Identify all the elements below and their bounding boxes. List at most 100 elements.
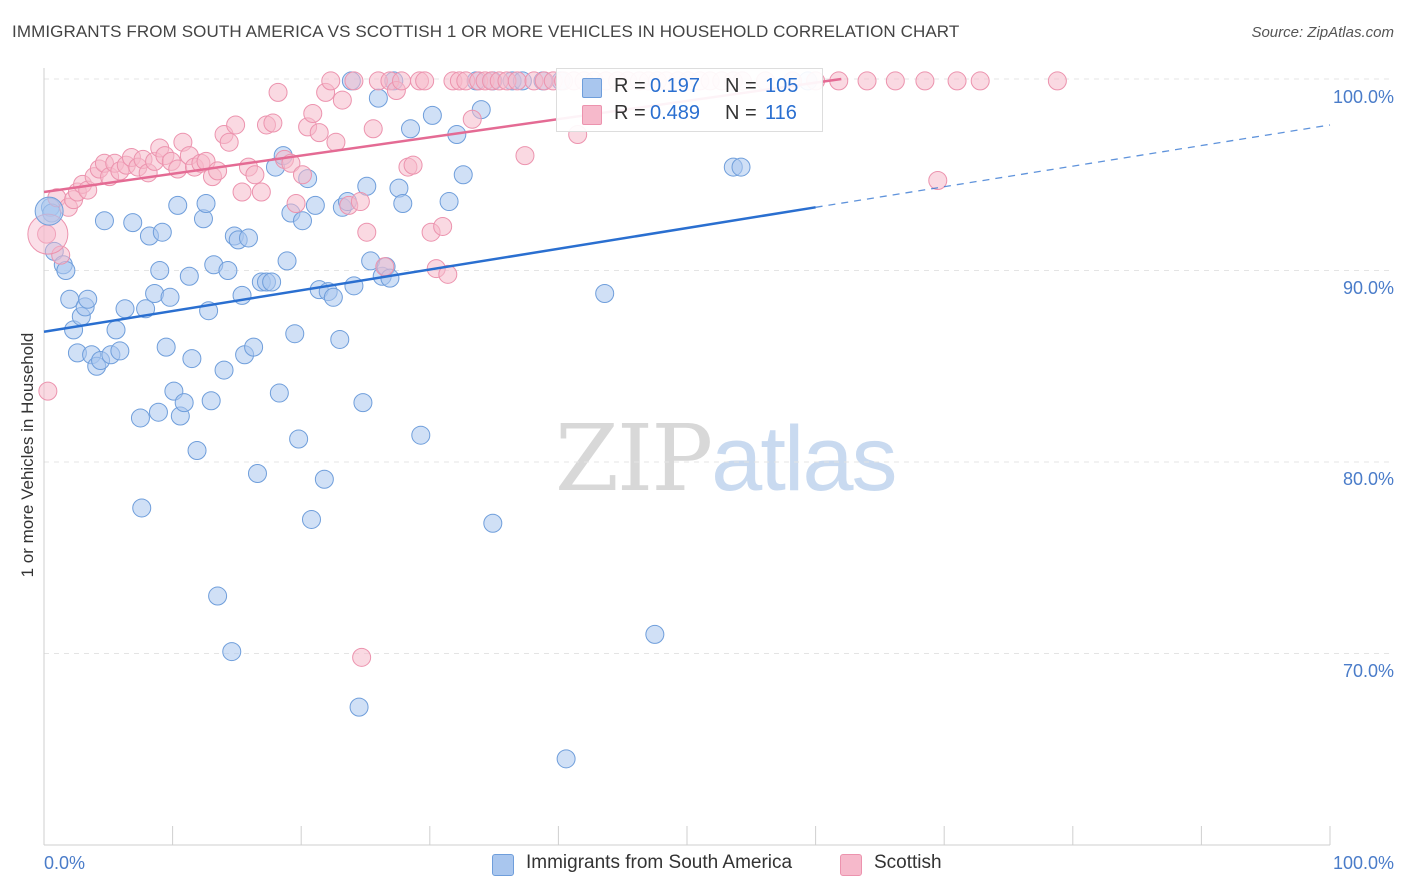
y-tick-label: 90.0% (1342, 278, 1394, 298)
pink-point (392, 71, 412, 91)
pink-point (415, 71, 435, 91)
pink-point (947, 71, 967, 91)
watermark-atlas: atlas (711, 408, 897, 510)
pink-point (219, 132, 239, 152)
blue-point (269, 383, 289, 403)
blue-point (201, 391, 221, 411)
r-key: R = (614, 75, 646, 97)
blue-point (78, 289, 98, 309)
stats-legend-row-pink: R = 0.489 N = 116 (557, 100, 822, 128)
blue-point (301, 509, 321, 529)
blue-point (110, 341, 130, 361)
blue-point (330, 329, 350, 349)
x-tick-label: 0.0% (44, 853, 86, 873)
blue-point (123, 213, 143, 233)
blue-point (174, 393, 194, 413)
r-value: 0.197 (650, 75, 701, 97)
blue-point (130, 408, 150, 428)
blue-point (244, 337, 264, 357)
blue-point (285, 324, 305, 344)
blue-point (595, 283, 615, 303)
blue-point (136, 299, 156, 319)
blue-point (196, 193, 216, 213)
blue-point (645, 624, 665, 644)
blue-point (731, 157, 751, 177)
blue-point (289, 429, 309, 449)
blue-point (222, 642, 242, 662)
pink-point (970, 71, 990, 91)
stats-legend: R = 0.197 N = 105 R = 0.489 N = 116 (556, 68, 823, 132)
blue-point (292, 211, 312, 231)
blue-point (401, 119, 421, 139)
pink-point (350, 192, 370, 212)
pink-point (292, 165, 312, 185)
pink-point (51, 245, 71, 265)
pink-point (332, 90, 352, 110)
stats-legend-row-blue: R = 0.197 N = 105 (557, 73, 822, 101)
r-key: R = (614, 102, 646, 124)
blue-point (368, 88, 388, 108)
blue-point (214, 360, 234, 380)
blue-swatch (492, 854, 514, 876)
blue-swatch (582, 78, 602, 98)
trend-line-blue-extension (815, 124, 1331, 208)
blue-point (208, 586, 228, 606)
blue-point (305, 195, 325, 215)
pink-point (251, 182, 271, 202)
pink-point (915, 71, 935, 91)
blue-point-large (34, 196, 64, 226)
pink-point (232, 182, 252, 202)
blue-point (323, 287, 343, 307)
chart-title: IMMIGRANTS FROM SOUTH AMERICA VS SCOTTIS… (12, 22, 960, 41)
blue-point (150, 261, 170, 280)
y-tick-label: 100.0% (1332, 87, 1394, 107)
pink-point (403, 155, 423, 175)
pink-point (38, 381, 58, 401)
pink-point (263, 113, 283, 133)
pink-point (857, 71, 877, 91)
pink-point (462, 109, 482, 129)
y-tick-label: 70.0% (1342, 661, 1394, 681)
y-axis-label: 1 or more Vehicles in Household (18, 332, 37, 578)
blue-point (168, 195, 188, 215)
legend-label: Immigrants from South America (526, 852, 793, 873)
blue-point (453, 165, 473, 185)
blue-point (483, 513, 503, 533)
blue-point (262, 272, 282, 292)
source-label: Source: ZipAtlas.com (1251, 24, 1394, 41)
pink-point (1047, 71, 1067, 91)
pink-swatch (840, 854, 862, 876)
pink-point (375, 257, 395, 277)
watermark-zip: ZIP (555, 405, 713, 512)
legend-label: Scottish (874, 852, 942, 873)
pink-point (438, 264, 458, 284)
pink-point (363, 119, 383, 139)
blue-point (439, 192, 459, 212)
blue-point (353, 393, 373, 413)
blue-point (238, 228, 258, 248)
x-tick-label: 100.0% (1332, 853, 1394, 873)
y-tick-label: 80.0% (1342, 469, 1394, 489)
n-key: N = (725, 75, 757, 97)
blue-point (314, 469, 334, 489)
pink-point (928, 170, 948, 190)
blue-point (218, 261, 238, 280)
pink-point (226, 115, 246, 135)
pink-point (357, 222, 377, 242)
blue-point (106, 320, 126, 340)
blue-point (556, 749, 576, 769)
pink-point (344, 71, 364, 91)
pink-point (433, 216, 453, 236)
pink-point (507, 71, 527, 91)
pink-point (321, 71, 341, 91)
pink-point (245, 165, 265, 185)
pink-point (309, 123, 329, 143)
blue-point (277, 251, 297, 271)
n-key: N = (725, 102, 757, 124)
pink-point (268, 82, 288, 102)
pink-point (286, 193, 306, 213)
pink-point (208, 161, 228, 181)
blue-point (422, 105, 442, 125)
blue-point (156, 337, 176, 357)
blue-point (411, 425, 431, 445)
